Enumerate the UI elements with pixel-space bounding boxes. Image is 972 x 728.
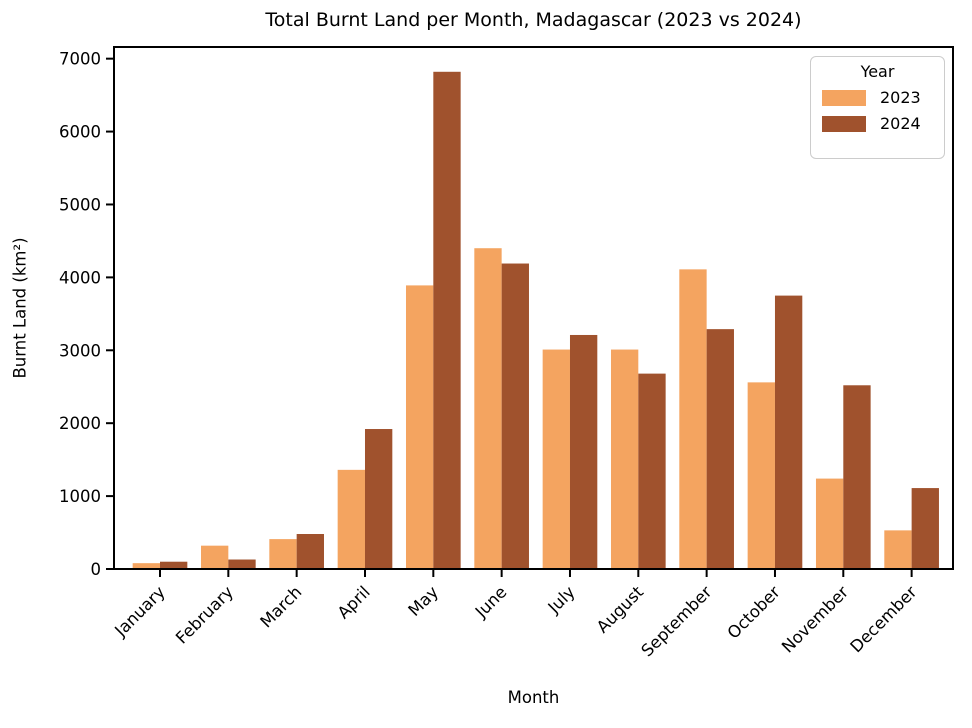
x-tick-label: April [334,582,374,622]
y-tick-label: 6000 [59,123,101,142]
y-tick-label: 0 [91,560,102,579]
y-tick-label: 1000 [59,487,101,506]
bar-2024-november [843,385,871,569]
bar-2024-may [433,71,461,569]
bar-2024-october [774,295,803,569]
y-tick-label: 4000 [59,268,101,287]
legend-entry-2024: 2024 [822,114,944,133]
legend-title: Year [860,62,895,81]
x-tick-label: February [172,582,237,647]
bar-2024-september [706,329,734,569]
bar-2023-november [815,478,844,569]
legend-label-2023: 2023 [880,88,921,107]
x-tick-label: January [110,582,169,641]
bar-2024-june [501,263,529,569]
bar-2023-september [679,269,707,569]
legend-swatch-2024 [822,115,866,132]
bar-2024-july [569,334,598,569]
bar-2023-october [747,382,775,569]
x-axis-label: Month [507,688,560,707]
x-tick-label: September [638,582,716,660]
legend: Year 2023 2024 [810,56,945,159]
bar-2024-march [296,534,324,569]
bar-2023-may [405,285,434,569]
bar-2023-april [337,469,365,569]
x-tick-label: November [778,582,852,656]
x-tick-label: December [847,582,921,656]
y-tick-label: 7000 [59,50,101,69]
legend-label-2024: 2024 [880,114,921,133]
bar-2023-august [610,349,639,569]
y-axis-label: Burnt Land (km²) [10,237,30,379]
chart-title: Total Burnt Land per Month, Madagascar (… [265,9,802,31]
bar-2023-july [542,349,570,569]
x-tick-label: October [724,582,784,642]
bar-2023-february [201,545,229,569]
bar-2023-march [269,539,297,569]
x-tick-label: July [544,582,579,617]
bar-2024-april [364,429,393,569]
x-tick-label: June [471,582,511,622]
bar-2023-june [474,248,502,569]
x-tick-label: August [593,582,648,637]
y-tick-label: 2000 [59,414,101,433]
bar-2023-january [132,563,160,569]
bar-2024-august [638,373,666,569]
y-tick-label: 3000 [59,341,101,360]
bar-2024-december [911,488,939,569]
legend-entry-2023: 2023 [822,88,944,107]
plot-border [113,46,954,570]
bar-2023-december [884,530,912,569]
x-tick-label: May [405,582,443,620]
y-tick-label: 5000 [59,195,101,214]
bar-2024-january [160,561,188,569]
x-tick-label: March [256,582,305,631]
bar-2024-february [228,559,256,569]
legend-swatch-2023 [822,89,866,106]
